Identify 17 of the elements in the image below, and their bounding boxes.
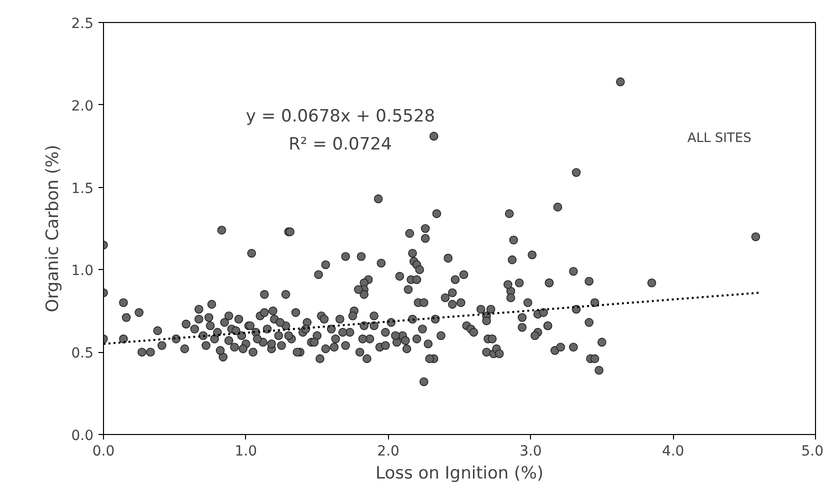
- y-axis-title: Organic Carbon (%): [43, 144, 64, 312]
- y-tick-label: 2.0: [71, 98, 94, 114]
- x-tick-label: 4.0: [662, 444, 684, 460]
- x-tick-label: 1.0: [234, 444, 258, 460]
- x-tick-label: 3.0: [520, 444, 542, 460]
- x-axis-title: Loss on Ignition (%): [376, 464, 544, 484]
- annotation: ALL SITES: [687, 131, 752, 146]
- y-tick-label: 1.5: [71, 180, 94, 197]
- y-tick-label: 0.5: [71, 346, 94, 362]
- x-tick-label: 5.0: [801, 444, 823, 460]
- x-tick-label: 0.0: [92, 444, 115, 460]
- annotation: R² = 0.0724: [288, 134, 392, 154]
- y-tick-label: 1.0: [71, 263, 94, 280]
- y-tick-label: 0.0: [71, 428, 94, 444]
- x-tick-label: 2.0: [377, 444, 400, 460]
- annotation: y = 0.0678x + 0.5528: [246, 106, 436, 126]
- y-tick-label: 2.5: [71, 16, 94, 32]
